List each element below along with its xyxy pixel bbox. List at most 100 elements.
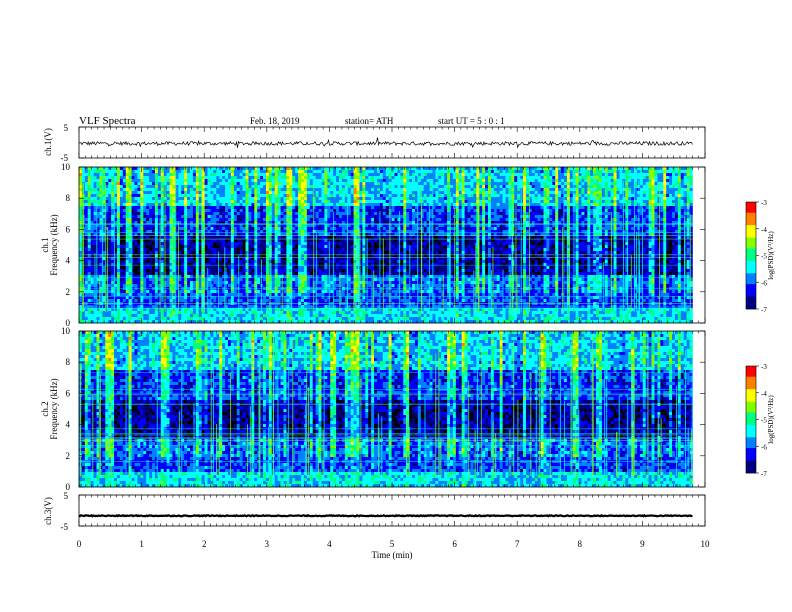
spectrogram-cell — [160, 188, 165, 192]
spectrogram-cell — [306, 203, 311, 207]
spectrogram-cell — [286, 224, 290, 228]
spectrogram-cell — [508, 206, 512, 210]
spectrogram-cell — [385, 212, 389, 216]
spectrogram-cell — [689, 191, 693, 195]
spectrogram-cell — [149, 191, 153, 195]
spectrogram-cell — [146, 218, 150, 222]
spectrogram-cell — [341, 209, 346, 213]
spectrogram-cell — [114, 230, 118, 234]
spectrogram-cell — [487, 173, 492, 177]
spectrogram-cell — [125, 212, 129, 216]
spectrogram-cell — [227, 170, 232, 174]
spectrogram-cell — [140, 185, 144, 189]
spectrogram-cell — [242, 233, 246, 237]
spectrogram-cell — [432, 227, 436, 231]
spectrogram-cell — [169, 230, 173, 234]
spectrogram-cell — [563, 194, 568, 198]
spectrogram-cell — [184, 200, 188, 204]
spectrogram-cell — [537, 212, 541, 216]
spectrogram-cell — [593, 224, 597, 228]
spectrogram-cell — [376, 233, 381, 237]
spectrogram-cell — [447, 206, 451, 210]
spectrogram-cell — [634, 167, 638, 171]
spectrogram-cell — [295, 206, 299, 210]
spectrogram-cell — [525, 230, 530, 234]
spectrogram-cell — [315, 227, 319, 231]
spectrogram-cell — [470, 209, 474, 213]
spectrogram-cell — [137, 218, 141, 222]
spectrogram-cell — [210, 230, 214, 234]
spectrogram-cell — [409, 230, 413, 234]
spectrogram-cell — [517, 227, 521, 231]
spectrogram-cell — [93, 218, 97, 222]
spectrogram-cell — [298, 176, 302, 180]
spectrogram-cell — [455, 227, 460, 231]
spectrogram-cell — [99, 176, 103, 180]
spectrogram-cell — [175, 224, 179, 228]
spectrogram-cell — [195, 188, 200, 192]
spectrogram-cell — [622, 167, 626, 171]
spectrogram-cell — [222, 197, 226, 201]
spectrogram-cell — [674, 209, 679, 213]
spectrogram-cell — [119, 200, 124, 204]
spectrogram-cell — [552, 182, 556, 186]
spectrogram-cell — [312, 215, 316, 219]
spectrogram-cell — [187, 185, 191, 189]
spectrogram-cell — [593, 167, 597, 171]
spectrogram-cell — [303, 200, 308, 204]
spectrogram-cell — [368, 167, 372, 171]
spectrogram-cell — [330, 191, 334, 195]
spectrogram-cell — [149, 188, 153, 192]
spectrogram-cell — [192, 224, 197, 228]
spectrogram-cell — [128, 206, 132, 210]
spectrogram-cell — [90, 203, 94, 207]
spectrogram-cell — [236, 215, 240, 219]
spectrogram-cell — [336, 218, 340, 222]
spectrogram-cell — [292, 203, 296, 207]
spectrogram-cell — [152, 221, 156, 225]
spectrogram-cell — [111, 218, 115, 222]
spectrogram-cell — [450, 170, 454, 174]
spectrogram-cell — [254, 209, 258, 213]
spectrogram-cell — [669, 215, 673, 219]
spectrogram-cell — [379, 218, 384, 222]
spectrogram-cell — [154, 218, 159, 222]
spectrogram-cell — [365, 230, 369, 234]
spectrogram-cell — [660, 173, 664, 177]
spectrogram-cell — [578, 197, 582, 201]
spectrogram-cell — [225, 215, 229, 219]
spectrogram-cell — [111, 221, 115, 225]
spectrogram-cell — [552, 167, 556, 171]
spectrogram-cell — [382, 176, 387, 180]
spectrogram-cell — [660, 218, 664, 222]
spectrogram-cell — [543, 224, 547, 228]
spectrogram-cell — [534, 230, 538, 234]
spectrogram-cell — [499, 212, 503, 216]
spectrogram-cell — [368, 170, 372, 174]
spectrogram-cell — [634, 224, 638, 228]
spectrogram-cell — [628, 218, 632, 222]
spectrogram-cell — [257, 176, 261, 180]
spectrogram-cell — [315, 173, 319, 177]
spectrogram-cell — [549, 215, 553, 219]
spectrogram-cell — [660, 209, 664, 213]
spectrogram-cell — [689, 173, 693, 177]
spectrogram-cell — [599, 218, 603, 222]
spectrogram-cell — [406, 221, 410, 225]
spectrogram-cell — [590, 212, 594, 216]
spectrogram-cell — [87, 194, 91, 198]
spectrogram-cell — [157, 230, 162, 234]
spectrogram-cell — [169, 200, 173, 204]
spectrogram-cell — [523, 194, 527, 198]
spectrogram-cell — [376, 218, 381, 222]
spectrogram-cell — [347, 191, 351, 195]
spectrogram-cell — [184, 167, 188, 171]
spectrogram-cell — [575, 191, 579, 195]
spectrogram-cell — [616, 173, 620, 177]
spectrogram-cell — [286, 221, 290, 225]
spectrogram-cell — [327, 227, 331, 231]
spectrogram-cell — [93, 185, 97, 189]
spectrogram-cell — [242, 215, 246, 219]
spectrogram-cell — [333, 176, 337, 180]
spectrogram-cell — [555, 191, 559, 195]
